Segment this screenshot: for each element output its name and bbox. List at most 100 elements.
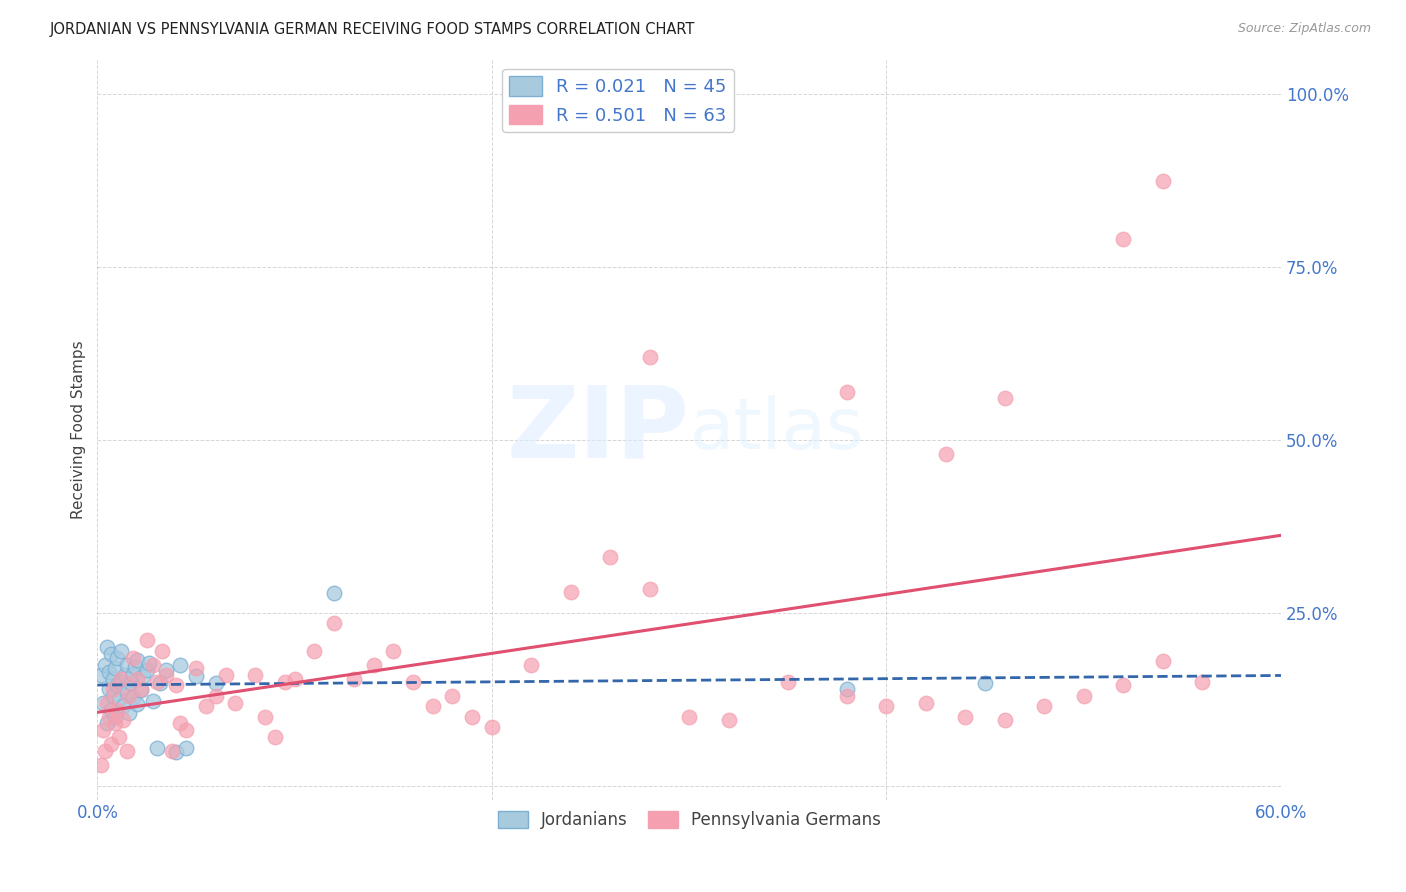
Point (169, 657, 191, 672)
Point (101, 672, 124, 686)
Point (481, 720, 503, 734)
Point (98, 665, 121, 679)
Point (121, 650, 143, 665)
Point (284, 672, 307, 686)
Point (915, 696, 938, 710)
Point (124, 659, 146, 673)
Point (776, 675, 799, 690)
Point (132, 669, 155, 683)
Point (104, 709, 127, 723)
Point (125, 697, 148, 711)
Point (104, 661, 127, 675)
Point (461, 709, 484, 723)
Point (101, 681, 124, 696)
Point (1191, 675, 1213, 690)
Point (100, 703, 122, 717)
Point (224, 696, 246, 710)
Point (638, 582, 661, 596)
Point (145, 740, 167, 755)
Point (105, 703, 128, 717)
Point (91, 696, 114, 710)
Text: atlas: atlas (689, 395, 863, 464)
Point (1033, 699, 1056, 714)
Point (96, 640, 118, 655)
Point (142, 657, 165, 672)
Point (96, 716, 118, 731)
Point (115, 657, 138, 672)
Point (91, 723, 114, 738)
Point (363, 657, 385, 672)
Text: JORDANIAN VS PENNSYLVANIA GERMAN RECEIVING FOOD STAMPS CORRELATION CHART: JORDANIAN VS PENNSYLVANIA GERMAN RECEIVI… (49, 22, 695, 37)
Point (110, 675, 132, 690)
Point (422, 699, 444, 714)
Point (382, 644, 405, 658)
Point (835, 681, 858, 696)
Point (162, 744, 184, 758)
Point (204, 676, 226, 690)
Point (105, 678, 128, 692)
Point (875, 699, 897, 714)
Point (184, 661, 207, 675)
Point (121, 666, 143, 681)
Point (955, 709, 977, 723)
Point (105, 650, 128, 665)
Legend: Jordanians, Pennsylvania Germans: Jordanians, Pennsylvania Germans (491, 804, 887, 836)
Point (717, 713, 740, 727)
Point (100, 737, 122, 751)
Point (121, 690, 143, 705)
Point (935, 447, 957, 461)
Point (560, 585, 582, 599)
Point (110, 644, 132, 658)
Point (96, 696, 118, 710)
Point (111, 699, 134, 714)
Point (149, 676, 172, 690)
Point (138, 656, 160, 670)
Point (323, 586, 346, 600)
Point (638, 350, 661, 364)
Point (174, 723, 197, 738)
Point (111, 713, 134, 727)
Point (994, 392, 1017, 406)
Point (108, 731, 131, 745)
Point (253, 709, 276, 723)
Point (125, 653, 148, 667)
Y-axis label: Receiving Food Stamps: Receiving Food Stamps (72, 340, 86, 519)
Point (402, 675, 425, 690)
Point (678, 709, 700, 723)
Point (104, 716, 127, 731)
Point (108, 692, 131, 706)
Point (90, 758, 112, 772)
Point (1152, 654, 1174, 668)
Point (1112, 232, 1135, 246)
Point (135, 633, 157, 648)
Point (165, 746, 187, 760)
Point (125, 672, 148, 686)
Point (835, 384, 858, 399)
Point (100, 648, 122, 662)
Point (94, 657, 117, 672)
Point (1112, 678, 1135, 692)
Point (135, 663, 157, 677)
Point (101, 689, 124, 703)
Point (129, 681, 152, 696)
Point (835, 689, 858, 703)
Point (194, 699, 217, 714)
Point (304, 644, 326, 658)
Point (155, 668, 177, 682)
Point (599, 550, 621, 565)
Point (98, 709, 121, 723)
Point (520, 657, 543, 672)
Point (152, 644, 174, 658)
Point (994, 713, 1017, 727)
Point (142, 694, 165, 708)
Point (98, 681, 121, 696)
Point (1152, 173, 1174, 187)
Point (118, 706, 141, 720)
Point (274, 675, 297, 690)
Point (114, 668, 136, 682)
Point (204, 689, 226, 703)
Point (174, 740, 197, 755)
Point (155, 663, 177, 677)
Point (94, 744, 117, 758)
Point (441, 689, 464, 703)
